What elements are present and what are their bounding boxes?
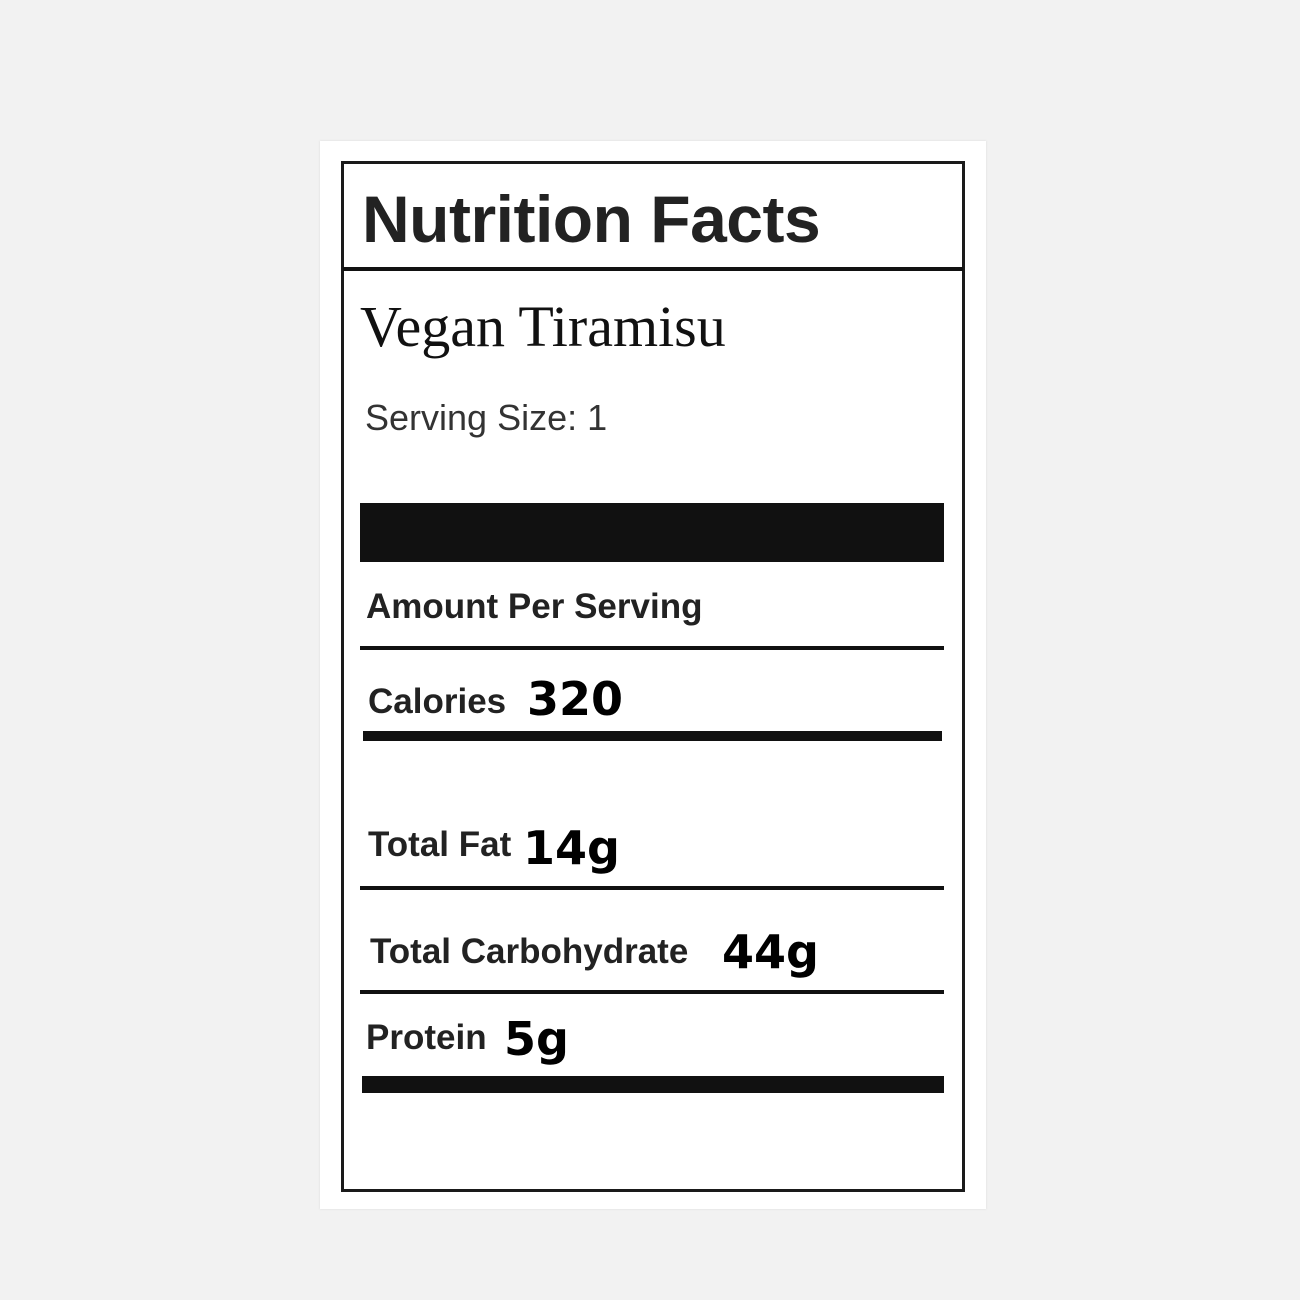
total-carbohydrate-label: Total Carbohydrate — [370, 932, 689, 971]
total-fat-value: 14g — [523, 821, 620, 875]
serving-size: Serving Size: 1 — [365, 397, 608, 438]
label-frame — [341, 161, 965, 1192]
thick-bar-bottom — [362, 1076, 944, 1093]
protein-value: 5g — [504, 1012, 569, 1066]
label-title: Nutrition Facts — [362, 182, 821, 256]
divider — [360, 886, 944, 890]
divider — [360, 646, 944, 650]
label-card — [320, 141, 986, 1209]
product-name: Vegan Tiramisu — [360, 294, 726, 359]
thick-bar — [360, 503, 944, 562]
total-carbohydrate-value: 44g — [722, 925, 819, 979]
total-fat-label: Total Fat — [368, 825, 512, 864]
protein-label: Protein — [366, 1018, 487, 1057]
calories-value: 320 — [527, 672, 624, 726]
divider — [360, 990, 944, 994]
amount-per-serving: Amount Per Serving — [366, 587, 703, 626]
thick-divider — [363, 731, 942, 741]
calories-label: Calories — [368, 682, 507, 721]
title-divider — [343, 267, 963, 271]
